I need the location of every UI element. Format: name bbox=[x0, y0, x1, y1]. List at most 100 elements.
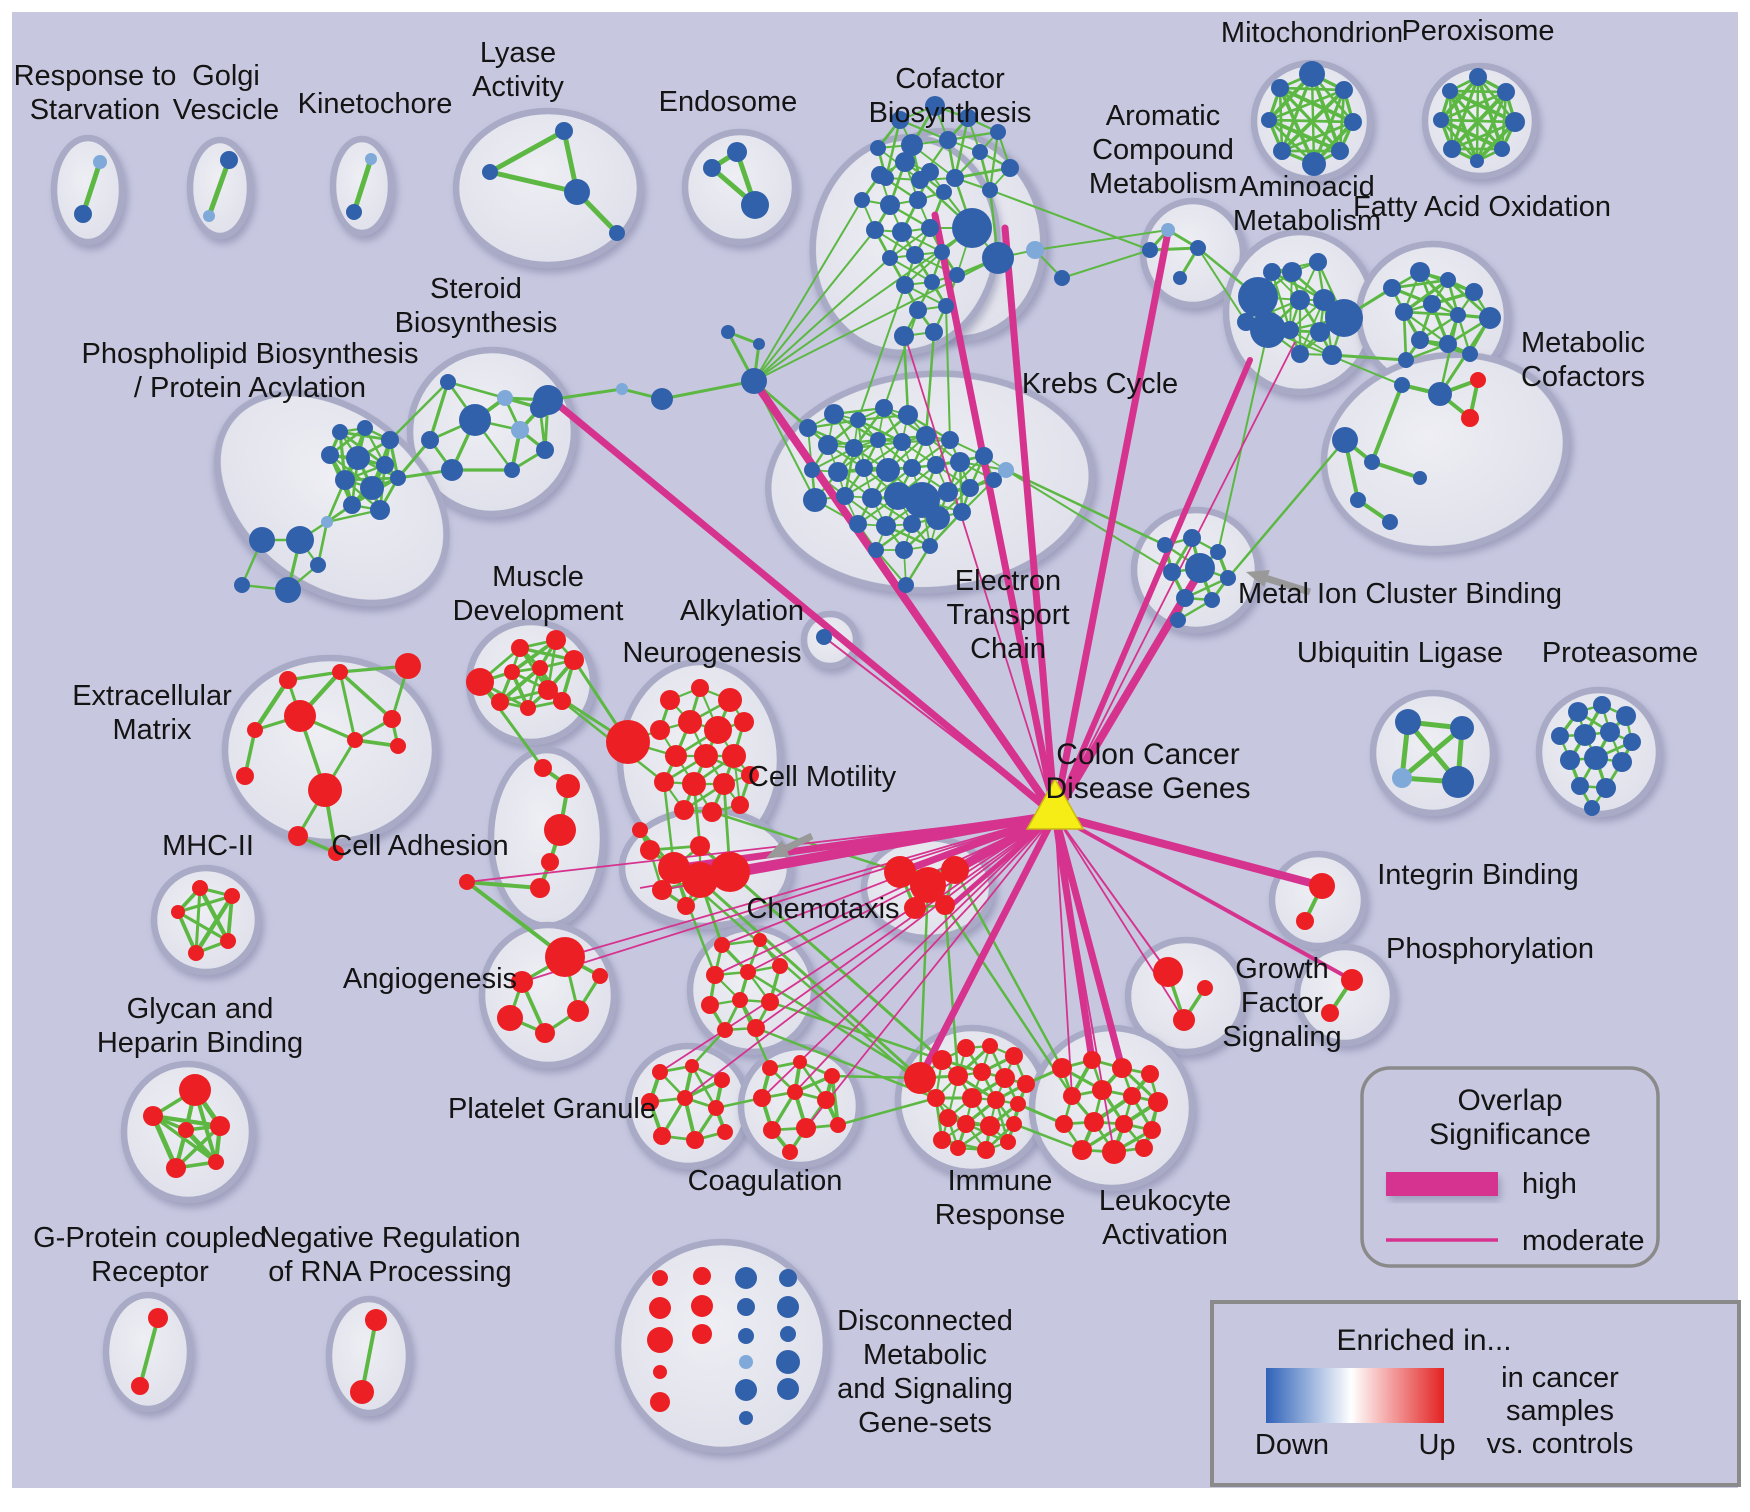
gene-set-node bbox=[962, 1088, 982, 1108]
overlap-edge-moderate bbox=[521, 814, 1056, 983]
gene-set-node bbox=[739, 1355, 753, 1369]
cluster-ellipse-response-to-starvation bbox=[50, 134, 126, 246]
gene-set-node bbox=[653, 1365, 667, 1379]
label-platelet-granule: Platelet Granule bbox=[448, 1093, 656, 1125]
legend-gradient-bar bbox=[1266, 1368, 1444, 1423]
gene-set-node bbox=[895, 152, 915, 172]
gene-set-node bbox=[1341, 969, 1363, 991]
gene-set-node bbox=[346, 204, 362, 220]
gene-set-node bbox=[1063, 1087, 1081, 1105]
gene-set-node bbox=[343, 496, 361, 514]
gene-set-node bbox=[893, 433, 911, 451]
gene-set-node bbox=[1394, 377, 1410, 393]
gene-set-node bbox=[308, 773, 342, 807]
green-edge bbox=[753, 199, 863, 382]
green-edge bbox=[1438, 313, 1460, 396]
gene-set-node bbox=[934, 244, 950, 260]
gene-set-node bbox=[824, 1068, 840, 1084]
gene-set-node bbox=[1005, 1047, 1023, 1065]
label-kinetochore: Kinetochore bbox=[298, 88, 453, 120]
label-metabolic-cofactors: Metabolic bbox=[1521, 327, 1645, 359]
green-edge bbox=[1268, 88, 1345, 122]
gene-set-node bbox=[350, 1380, 374, 1404]
label-steroid-biosynthesis: Biosynthesis bbox=[395, 307, 558, 339]
gene-set-node bbox=[710, 852, 750, 892]
gene-set-node bbox=[677, 897, 695, 915]
legend-enriched-title: Enriched in... bbox=[1336, 1324, 1511, 1357]
gene-set-node bbox=[973, 1063, 991, 1081]
green-edge bbox=[1226, 438, 1347, 580]
gene-set-node bbox=[916, 426, 936, 446]
gene-set-node bbox=[564, 179, 590, 205]
green-edge bbox=[857, 284, 906, 421]
cluster-ellipse-phosphorylation bbox=[1293, 943, 1397, 1047]
gene-set-node bbox=[1350, 492, 1366, 508]
gene-set-node bbox=[690, 836, 710, 856]
gene-set-node bbox=[1291, 345, 1309, 363]
gene-set-node bbox=[421, 431, 439, 449]
overlap-edge-high bbox=[546, 394, 1059, 819]
gene-set-node bbox=[1612, 752, 1632, 772]
gene-set-node bbox=[1332, 427, 1358, 453]
gene-set-node bbox=[731, 796, 749, 814]
gene-set-node bbox=[370, 500, 390, 520]
gene-set-node bbox=[520, 700, 536, 716]
gene-set-node bbox=[310, 557, 326, 573]
green-edge bbox=[338, 671, 357, 741]
gene-set-node bbox=[1006, 1116, 1022, 1132]
gene-set-node bbox=[1115, 1115, 1133, 1133]
gene-set-node bbox=[652, 1064, 668, 1080]
gene-set-node bbox=[530, 398, 550, 418]
green-edge bbox=[1279, 86, 1345, 92]
gene-set-node bbox=[534, 759, 552, 777]
green-edge bbox=[1004, 468, 1167, 547]
gene-set-node bbox=[777, 1378, 799, 1400]
overlap-edge-moderate bbox=[684, 814, 1056, 1099]
gene-set-node bbox=[538, 680, 558, 700]
gene-set-node bbox=[365, 1309, 387, 1331]
gene-set-node bbox=[1450, 307, 1466, 323]
gene-set-node bbox=[459, 404, 491, 436]
gene-set-node bbox=[880, 195, 900, 215]
label-disconnected-gene-sets: and Signaling bbox=[837, 1373, 1013, 1405]
gene-set-node bbox=[1623, 733, 1641, 751]
label-immune-response: Response bbox=[935, 1199, 1066, 1231]
gene-set-node bbox=[1574, 724, 1596, 746]
gene-set-node bbox=[772, 958, 788, 974]
legend-down-label: Down bbox=[1255, 1429, 1329, 1461]
gene-set-node bbox=[830, 1117, 846, 1133]
gene-set-node bbox=[694, 744, 718, 768]
green-edge bbox=[830, 1075, 840, 1126]
pointer-arrow-line bbox=[1265, 575, 1312, 596]
gene-set-node bbox=[1299, 61, 1325, 87]
gene-set-node bbox=[346, 446, 370, 470]
gene-set-node bbox=[735, 1379, 757, 1401]
label-g-protein-coupled-receptor: G-Protein coupled bbox=[33, 1222, 267, 1254]
green-edge bbox=[1012, 1122, 1084, 1152]
gene-set-node bbox=[779, 1269, 797, 1287]
gene-set-node bbox=[1321, 1004, 1339, 1022]
gene-set-node bbox=[1238, 277, 1278, 317]
gene-set-node bbox=[895, 541, 913, 559]
gene-set-node bbox=[651, 388, 673, 410]
gene-set-node bbox=[927, 456, 945, 474]
label-neurogenesis: Neurogenesis bbox=[623, 637, 802, 669]
gene-set-node bbox=[816, 629, 832, 645]
gene-set-node bbox=[896, 276, 914, 294]
gene-set-node bbox=[321, 446, 339, 464]
cluster-ellipse-extracellular-matrix bbox=[221, 654, 439, 846]
label-response-to-starvation: Starvation bbox=[30, 94, 161, 126]
gene-set-node bbox=[383, 710, 401, 728]
gene-set-node bbox=[192, 880, 208, 896]
legend-overlap-significance: high moderate bbox=[1360, 1066, 1660, 1268]
overlap-edge-high bbox=[1051, 811, 1096, 1064]
gene-set-node bbox=[1616, 706, 1636, 726]
legend-overlap-title: Overlap bbox=[1457, 1084, 1562, 1117]
legend-context-label: samples bbox=[1506, 1395, 1614, 1427]
cluster-ellipse-integrin-binding bbox=[1268, 850, 1368, 950]
gene-set-node bbox=[936, 184, 952, 200]
green-edge bbox=[924, 330, 936, 438]
green-edge bbox=[1440, 118, 1516, 124]
gene-set-node bbox=[658, 852, 690, 884]
gene-set-node bbox=[1470, 154, 1484, 168]
